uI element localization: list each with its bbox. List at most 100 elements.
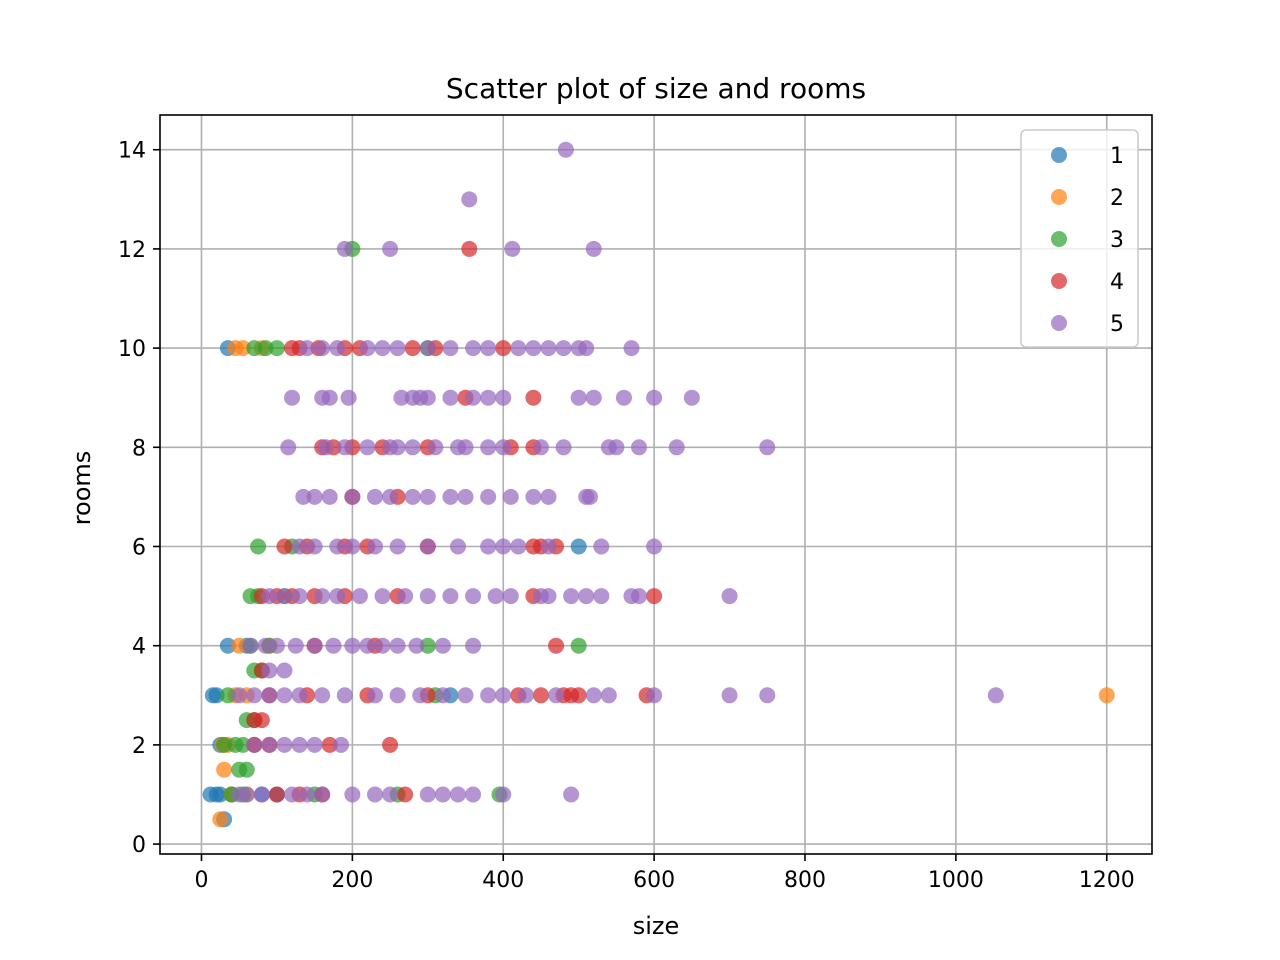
y-tick-label: 10 xyxy=(118,337,146,362)
data-point xyxy=(442,588,459,605)
data-point xyxy=(306,538,323,555)
data-point xyxy=(457,687,474,704)
data-point xyxy=(510,538,527,555)
data-point xyxy=(646,389,663,406)
data-point xyxy=(212,811,229,828)
x-tick-label: 800 xyxy=(784,868,826,893)
data-point xyxy=(219,687,236,704)
data-point xyxy=(268,637,285,654)
data-point xyxy=(389,439,406,456)
legend-box xyxy=(1020,129,1139,348)
data-point xyxy=(480,439,497,456)
data-point xyxy=(344,538,361,555)
data-point xyxy=(480,340,497,357)
data-point xyxy=(495,439,512,456)
data-point xyxy=(242,637,259,654)
series-3 xyxy=(216,240,587,803)
data-point xyxy=(540,538,557,555)
data-point xyxy=(419,340,436,357)
data-point xyxy=(434,637,451,654)
data-point xyxy=(321,488,338,505)
data-point xyxy=(257,340,274,357)
data-point xyxy=(276,662,293,679)
data-point xyxy=(351,588,368,605)
data-point xyxy=(465,389,482,406)
data-point xyxy=(216,736,233,753)
data-point xyxy=(623,340,640,357)
data-point xyxy=(578,588,595,605)
data-point xyxy=(419,389,436,406)
data-point xyxy=(344,786,361,803)
data-point xyxy=(404,340,421,357)
data-point xyxy=(246,736,263,753)
data-point xyxy=(291,687,308,704)
data-point xyxy=(495,538,512,555)
data-point xyxy=(329,538,346,555)
legend-marker xyxy=(1051,315,1067,331)
data-point xyxy=(393,389,410,406)
data-point xyxy=(631,439,648,456)
data-point xyxy=(291,588,308,605)
data-points xyxy=(202,141,1115,828)
data-point xyxy=(683,389,700,406)
data-point xyxy=(570,389,587,406)
data-point xyxy=(340,389,357,406)
x-axis-label: size xyxy=(633,912,680,940)
data-point xyxy=(208,687,225,704)
data-point xyxy=(457,439,474,456)
data-point xyxy=(721,687,738,704)
data-point xyxy=(295,488,312,505)
data-point xyxy=(382,488,399,505)
data-point xyxy=(359,637,376,654)
data-point xyxy=(382,240,399,257)
data-point xyxy=(291,736,308,753)
data-point xyxy=(570,687,587,704)
data-point xyxy=(261,662,278,679)
x-tick-label: 0 xyxy=(194,868,208,893)
data-point xyxy=(465,340,482,357)
x-tick-label: 400 xyxy=(482,868,524,893)
chart-title: Scatter plot of size and rooms xyxy=(446,72,866,105)
data-point xyxy=(434,687,451,704)
data-point xyxy=(336,687,353,704)
data-point xyxy=(548,687,565,704)
data-point xyxy=(389,538,406,555)
data-point xyxy=(442,389,459,406)
data-point xyxy=(532,687,549,704)
data-point xyxy=(314,786,331,803)
data-point xyxy=(1098,687,1115,704)
data-point xyxy=(374,588,391,605)
series-1 xyxy=(202,340,587,828)
data-point xyxy=(581,488,598,505)
data-point xyxy=(465,637,482,654)
legend-label: 5 xyxy=(1110,312,1124,337)
data-point xyxy=(600,687,617,704)
legend-label: 4 xyxy=(1110,270,1124,295)
plot-frame xyxy=(159,114,1153,855)
data-point xyxy=(216,761,233,778)
data-point xyxy=(344,488,361,505)
data-point xyxy=(268,340,285,357)
data-point xyxy=(404,488,421,505)
data-point xyxy=(427,439,444,456)
data-point xyxy=(344,637,361,654)
data-point xyxy=(359,340,376,357)
data-point xyxy=(578,340,595,357)
data-point xyxy=(525,340,542,357)
data-point xyxy=(404,439,421,456)
data-point xyxy=(540,588,557,605)
data-point xyxy=(276,588,293,605)
data-point xyxy=(321,736,338,753)
data-point xyxy=(284,786,301,803)
data-point xyxy=(306,488,323,505)
legend-marker xyxy=(1051,147,1067,163)
data-point xyxy=(314,687,331,704)
data-point xyxy=(548,637,565,654)
data-point xyxy=(261,588,278,605)
data-point xyxy=(374,340,391,357)
data-point xyxy=(231,761,248,778)
data-point xyxy=(333,736,350,753)
data-point xyxy=(276,538,293,555)
data-point xyxy=(540,488,557,505)
